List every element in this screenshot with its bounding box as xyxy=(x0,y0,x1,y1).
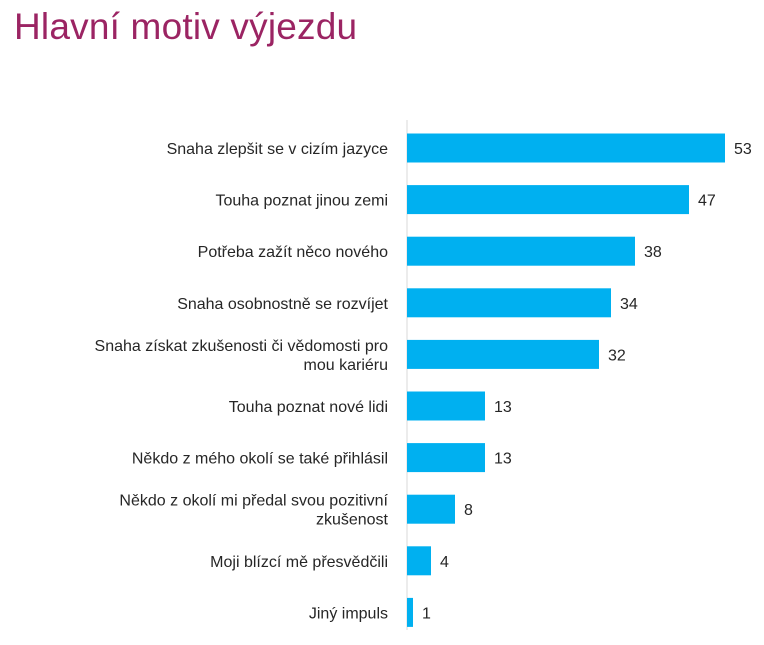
bar xyxy=(407,288,611,318)
category-labels: Snaha zlepšit se v cizím jazyce Touha poz… xyxy=(95,141,389,622)
bar xyxy=(407,391,485,421)
value-labels: 53 47 38 34 32 13 13 8 4 1 xyxy=(422,141,752,622)
bars-layer xyxy=(407,133,725,627)
category-label-line: Jiný impuls xyxy=(309,605,388,622)
category-label-line: mou kariéru xyxy=(304,357,388,374)
chart-title: Hlavní motiv výjezdu xyxy=(14,6,358,47)
category-label: Potřeba zažít něco nového xyxy=(198,244,388,261)
category-label-line: Někdo z mého okolí se také přihlásil xyxy=(132,451,388,468)
category-label-line: Někdo z okolí mi předal svou pozitivní xyxy=(119,493,388,510)
category-label: Snaha osobnostně se rozvíjet xyxy=(177,296,388,313)
value-label: 1 xyxy=(422,605,431,622)
category-label-line: Moji blízcí mě přesvědčili xyxy=(210,554,388,571)
category-label: Jiný impuls xyxy=(309,605,388,622)
category-label: Touha poznat nové lidi xyxy=(229,399,388,416)
value-label: 8 xyxy=(464,502,473,519)
value-label: 47 xyxy=(698,193,716,210)
category-label-line: Potřeba zažít něco nového xyxy=(198,244,388,261)
bar xyxy=(407,443,485,473)
category-label: Touha poznat jinou zemi xyxy=(215,193,388,210)
category-label: Někdo z mého okolí se také přihlásil xyxy=(132,451,388,468)
value-label: 53 xyxy=(734,141,752,158)
bar xyxy=(407,546,431,576)
category-label-line: zkušenost xyxy=(316,512,389,529)
category-label-line: Snaha osobnostně se rozvíjet xyxy=(177,296,388,313)
category-label-line: Snaha získat zkušenosti či vědomosti pro xyxy=(95,338,389,355)
category-label: Někdo z okolí mi předal svou pozitivní zk… xyxy=(119,493,388,529)
category-label: Snaha získat zkušenosti či vědomosti pro… xyxy=(95,338,389,374)
value-label: 13 xyxy=(494,399,512,416)
value-label: 38 xyxy=(644,244,662,261)
bar xyxy=(407,185,689,215)
bar xyxy=(407,339,599,369)
bar xyxy=(407,597,413,627)
value-label: 4 xyxy=(440,554,449,571)
value-label: 13 xyxy=(494,451,512,468)
category-label-line: Touha poznat nové lidi xyxy=(229,399,388,416)
category-label-line: Touha poznat jinou zemi xyxy=(215,193,388,210)
bar xyxy=(407,133,725,163)
bar xyxy=(407,236,635,266)
category-label: Snaha zlepšit se v cizím jazyce xyxy=(167,141,389,158)
category-label-line: Snaha zlepšit se v cizím jazyce xyxy=(167,141,389,158)
category-label: Moji blízcí mě přesvědčili xyxy=(210,554,388,571)
value-label: 34 xyxy=(620,296,638,313)
bar xyxy=(407,494,455,524)
value-label: 32 xyxy=(608,347,626,364)
